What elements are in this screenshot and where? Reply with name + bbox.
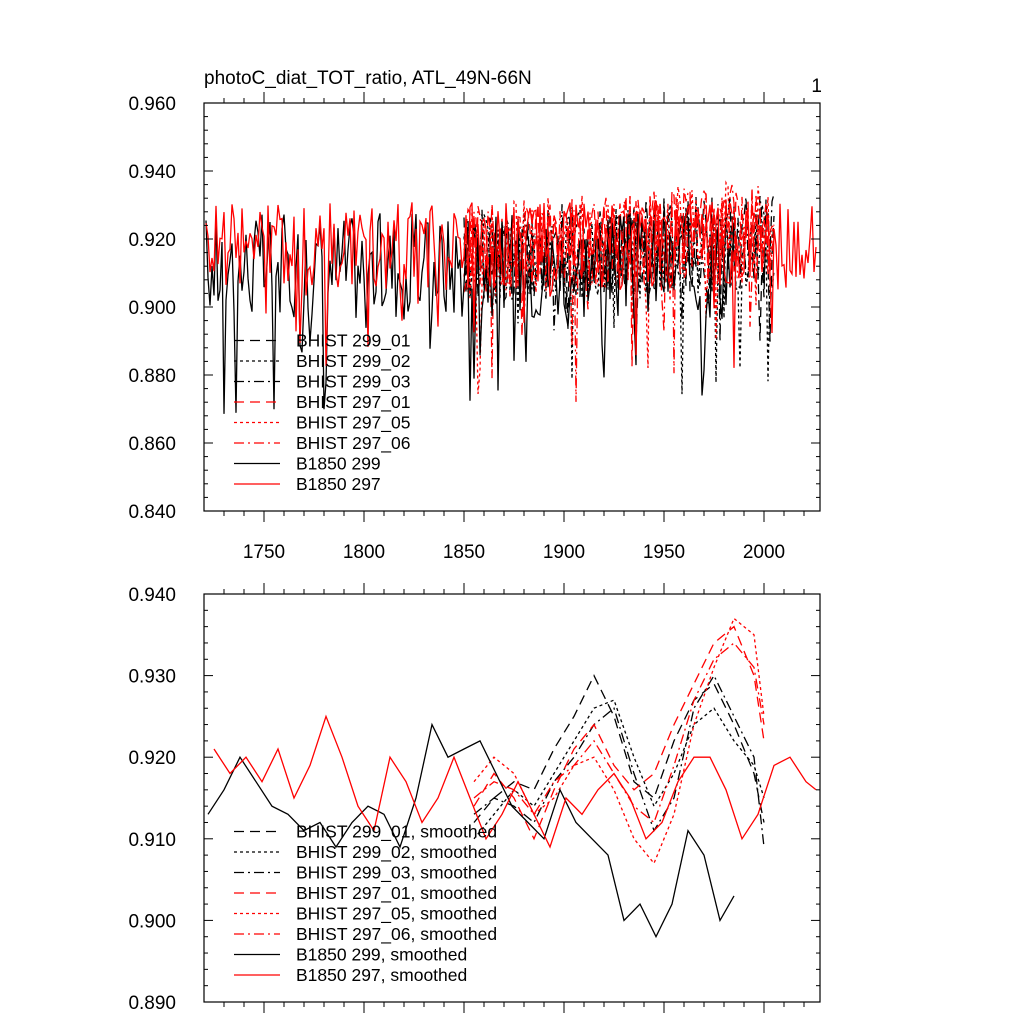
- y-tick-label-1-6: 0.960: [128, 94, 176, 115]
- plot-frame-2: [203, 593, 821, 1003]
- y-tick-label-1-0: 0.840: [128, 502, 176, 523]
- y-tick-label-2-4: 0.930: [128, 667, 176, 688]
- x-tick-label-1-5: 2000: [743, 542, 785, 563]
- series-line-2-6: [473, 642, 765, 824]
- legend-label-2-1: BHIST 299_01, smoothed: [296, 822, 497, 843]
- series-line-2-5: [473, 617, 765, 865]
- legend-label-2-2: BHIST 299_02, smoothed: [296, 842, 497, 863]
- y-tick-label-2-5: 0.940: [128, 585, 176, 606]
- legend-label-2-3: BHIST 299_03, smoothed: [296, 863, 497, 884]
- series-line-1-8: [205, 201, 817, 368]
- y-tick-label-1-2: 0.880: [128, 366, 176, 387]
- legend-label-1-2: BHIST 299_02: [296, 351, 410, 372]
- y-tick-label-2-0: 0.890: [128, 993, 176, 1014]
- series-line-1-2: [463, 201, 775, 395]
- legend-label-1-8: B1850 297: [296, 474, 381, 494]
- series-line-2-4: [473, 625, 765, 841]
- y-tick-label-1-4: 0.920: [128, 230, 176, 251]
- series-line-2-3: [473, 674, 765, 848]
- y-tick-label-1-3: 0.900: [128, 298, 176, 319]
- page-number: 1: [811, 76, 822, 97]
- y-tick-label-2-3: 0.920: [128, 748, 176, 769]
- y-tick-label-2-1: 0.900: [128, 911, 176, 932]
- legend-label-1-3: BHIST 299_03: [296, 372, 410, 393]
- series-line-2-2: [473, 699, 765, 840]
- legend-label-1-7: B1850 299: [296, 454, 381, 474]
- bottom-chart-panel: 0.890 0.900 0.910 0.920 0.930 0.940 BHIST 299_…: [128, 583, 821, 1014]
- legend-label-2-7: B1850 299, smoothed: [296, 945, 467, 965]
- legend-label-1-5: BHIST 297_05: [296, 413, 410, 434]
- y-tick-label-1-5: 0.940: [128, 162, 176, 183]
- legend-label-1-6: BHIST 297_06: [296, 433, 410, 454]
- series-line-1-7: [205, 212, 735, 414]
- x-tick-label-1-4: 1950: [643, 542, 685, 563]
- legend-label-1-4: BHIST 297_01: [296, 392, 410, 413]
- series-line-2-7: [207, 722, 735, 939]
- y-tick-label-2-2: 0.910: [128, 830, 176, 851]
- x-tick-label-1-1: 1800: [343, 542, 385, 563]
- x-tick-label-1-3: 1900: [543, 542, 585, 563]
- top-chart-panel: 0.840 0.860 0.880 0.900 0.920 0.940 0.960 1750 1…: [128, 92, 821, 563]
- series-line-2-1: [473, 674, 765, 823]
- legend-label-2-8: B1850 297, smoothed: [296, 965, 467, 985]
- series-line-1-4: [463, 186, 775, 367]
- legend-label-1-1: BHIST 299_01: [296, 331, 410, 352]
- figure-title: photoC_diat_TOT_ratio, ATL_49N-66N: [204, 68, 532, 89]
- legend-label-2-4: BHIST 297_01, smoothed: [296, 883, 497, 904]
- x-tick-label-1-0: 1750: [243, 542, 285, 563]
- legend-label-2-6: BHIST 297_06, smoothed: [296, 924, 497, 945]
- series-line-2-8: [213, 714, 817, 849]
- y-tick-label-1-1: 0.860: [128, 434, 176, 455]
- legend-label-2-5: BHIST 297_05, smoothed: [296, 904, 497, 925]
- x-tick-label-1-2: 1850: [443, 542, 485, 563]
